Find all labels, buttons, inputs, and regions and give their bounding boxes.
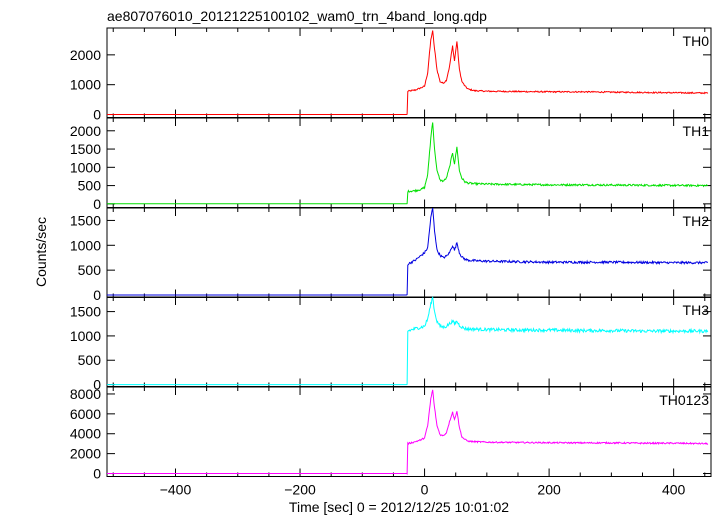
y-tick-label: 1500 — [70, 304, 101, 320]
series-label-th1: TH1 — [683, 123, 710, 139]
series-line-th3 — [107, 296, 709, 386]
panel-frame — [106, 296, 712, 387]
x-tick-label: −400 — [160, 482, 192, 498]
series-line-th0123 — [107, 389, 709, 475]
series-label-th3: TH3 — [683, 302, 710, 318]
panel-frame — [106, 117, 712, 208]
series-label-th0123: TH0123 — [659, 392, 709, 408]
panel-frame — [106, 386, 712, 477]
y-tick-label: 0 — [93, 466, 101, 482]
y-tick-label: 2000 — [70, 123, 101, 139]
y-tick-label: 1000 — [70, 159, 101, 175]
y-tick-label: 1500 — [70, 212, 101, 228]
chart-title: ae807076010_20121225100102_wam0_trn_4ban… — [107, 8, 487, 24]
y-axis-label: Counts/sec — [33, 217, 49, 287]
y-tick-label: 1000 — [70, 328, 101, 344]
series-label-th0: TH0 — [683, 33, 710, 49]
y-tick-label: 2000 — [70, 47, 101, 63]
y-tick-label: 6000 — [70, 406, 101, 422]
y-tick-label: 2000 — [70, 446, 101, 462]
series-label-th2: TH2 — [683, 213, 710, 229]
x-tick-label: 400 — [662, 482, 686, 498]
y-tick-label: 1000 — [70, 77, 101, 93]
y-tick-label: 0 — [93, 377, 101, 393]
series-line-th1 — [107, 122, 709, 205]
y-tick-label: 0 — [93, 287, 101, 303]
y-tick-label: 0 — [93, 196, 101, 212]
x-tick-label: 0 — [421, 482, 429, 498]
panel-th0: 0 1000 2000 TH0 — [70, 27, 712, 123]
y-tick-label: 0 — [93, 107, 101, 123]
y-tick-label: 500 — [78, 262, 102, 278]
y-tick-label: 1500 — [70, 141, 101, 157]
y-tick-label: 500 — [78, 352, 102, 368]
y-tick-label: 4000 — [70, 426, 101, 442]
y-tick-label: 8000 — [70, 386, 101, 402]
panel-frame — [106, 27, 712, 118]
series-line-th0 — [107, 30, 709, 115]
x-tick-label: −200 — [284, 482, 316, 498]
y-tick-label: 500 — [78, 178, 102, 194]
x-axis-label: Time [sec] 0 = 2012/12/25 10:01:02 — [289, 499, 509, 515]
panel-th3: 0 500 1000 1500 TH3 — [70, 296, 712, 393]
y-tick-label: 1000 — [70, 237, 101, 253]
panel-frame — [106, 207, 712, 298]
panel-th1: 0 500 1000 1500 2000 TH1 — [70, 117, 712, 212]
x-tick-label: 200 — [537, 482, 561, 498]
series-line-th2 — [107, 207, 708, 296]
panel-th0123: 0 2000 4000 6000 8000 TH0123 −400 −200 0 200 400 — [70, 386, 712, 498]
panel-th2: 0 500 1000 1500 TH2 — [70, 207, 712, 303]
